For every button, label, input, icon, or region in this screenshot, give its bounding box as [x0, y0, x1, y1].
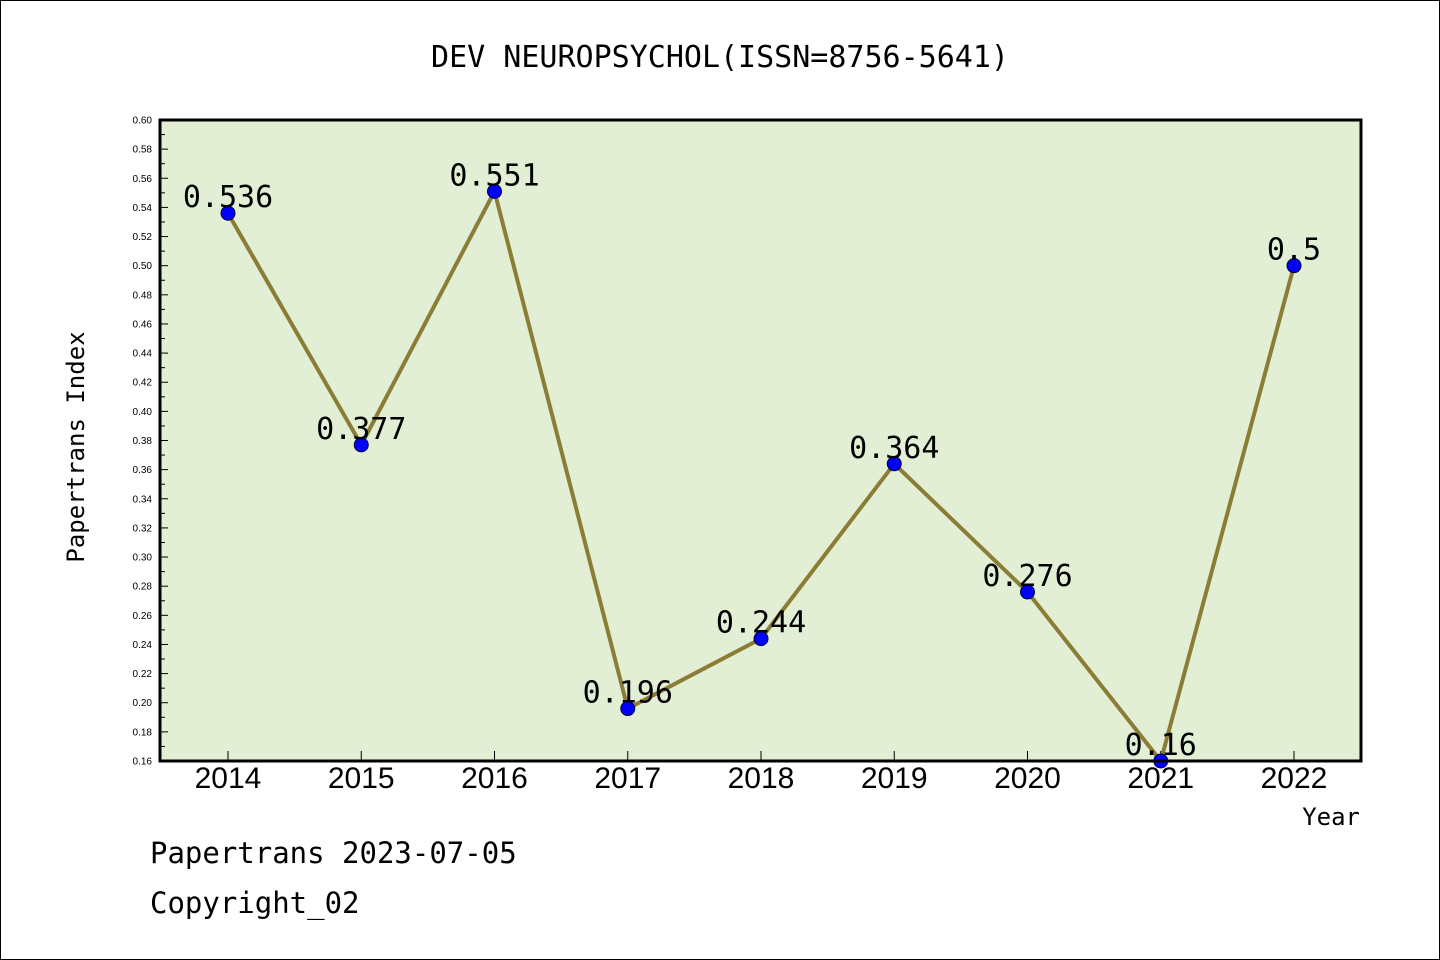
- data-point: [1286, 258, 1302, 274]
- y-tick-label: 0.28: [133, 582, 153, 593]
- chart-title: DEV NEUROPSYCHOL(ISSN=8756-5641): [431, 40, 1009, 75]
- y-tick-label: 0.36: [133, 465, 153, 476]
- y-tick-label: 0.44: [133, 349, 153, 360]
- y-tick-label: 0.52: [133, 232, 153, 243]
- y-tick-label: 0.48: [133, 290, 153, 301]
- y-tick-label: 0.42: [133, 378, 153, 389]
- x-axis-label: Year: [1302, 803, 1360, 831]
- y-tick-label: 0.34: [133, 494, 153, 505]
- plot-border: [158, 118, 1363, 763]
- data-label: 0.276: [982, 559, 1072, 594]
- y-axis-label: Papertrans Index: [62, 331, 90, 562]
- y-tick-label: 0.38: [133, 436, 153, 447]
- x-axis: 2014 2015 2016 2017 2018 2019 2020 2021 2022: [195, 751, 1328, 795]
- data-point: [487, 183, 502, 199]
- data-label: 0.244: [716, 606, 806, 641]
- data-labels: 0.536 0.377 0.551 0.196 0.244 0.364 0.276 0.16 0…: [183, 158, 1321, 763]
- footer-date: Papertrans 2023-07-05: [150, 836, 517, 870]
- x-tick-label: 2019: [861, 762, 928, 795]
- y-tick-label: 0.56: [133, 174, 153, 185]
- data-point: [1020, 584, 1035, 600]
- y-tick-label: 0.24: [133, 640, 153, 651]
- y-tick-label: 0.18: [133, 727, 153, 738]
- x-tick-label: 2016: [461, 762, 528, 795]
- y-tick-label: 0.50: [133, 261, 153, 272]
- data-point: [620, 701, 636, 717]
- y-tick-label: 0.46: [133, 319, 153, 330]
- data-label: 0.364: [849, 431, 939, 466]
- x-tick-label: 2015: [328, 762, 395, 795]
- data-label: 0.377: [316, 412, 406, 447]
- data-label: 0.16: [1125, 728, 1197, 763]
- data-label: 0.551: [449, 158, 539, 193]
- x-tick-label: 2018: [728, 762, 795, 795]
- y-tick-label: 0.60: [133, 116, 153, 127]
- data-point: [353, 437, 369, 453]
- data-label: 0.536: [183, 180, 273, 215]
- y-tick-label: 0.16: [133, 757, 153, 768]
- data-label: 0.5: [1267, 233, 1321, 268]
- data-point: [886, 456, 902, 472]
- data-point: [220, 205, 236, 221]
- y-tick-label: 0.20: [133, 698, 153, 709]
- y-tick-label: 0.54: [133, 203, 153, 214]
- series-line: [220, 183, 1302, 769]
- y-tick-label: 0.32: [133, 523, 153, 534]
- data-point: [753, 631, 769, 647]
- y-tick-label: 0.26: [133, 611, 153, 622]
- x-tick-label: 2017: [594, 762, 661, 795]
- y-tick-label: 0.22: [133, 669, 153, 680]
- footer-copyright: Copyright_02: [150, 886, 360, 920]
- y-tick-label: 0.58: [133, 145, 153, 156]
- x-tick-label: 2014: [195, 762, 262, 795]
- x-tick-label: 2022: [1261, 762, 1328, 795]
- y-tick-label: 0.30: [133, 553, 153, 564]
- y-tick-label: 0.40: [133, 407, 153, 418]
- x-tick-label: 2020: [994, 762, 1061, 795]
- data-label: 0.196: [583, 676, 673, 711]
